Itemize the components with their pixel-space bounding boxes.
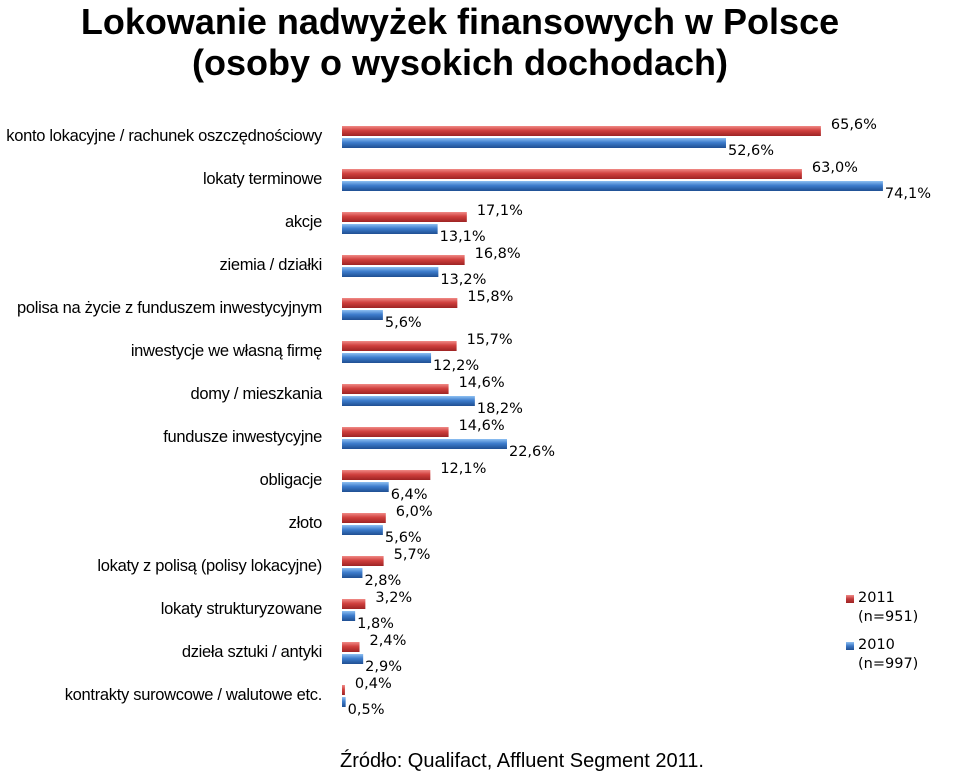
value-label-2010: 1,8% [357,616,394,632]
legend-swatch-2011 [846,595,854,603]
bar-2011 [342,169,802,179]
bar-2010 [342,654,364,664]
bar-2011 [342,126,821,136]
category-label: lokaty strukturyzowane [160,600,323,618]
value-label-2010: 6,4% [391,487,428,503]
category-label: lokaty z polisą (polisy lokacyjne) [97,557,322,575]
bar-2010 [342,181,883,191]
bar-2010 [342,224,438,234]
bar-2010 [342,439,507,449]
category-label: akcje [284,213,322,231]
chart-title-line1: Lokowanie nadwyżek finansowych w Polsce [80,1,840,42]
value-label-2011: 16,8% [475,246,521,262]
bar-2011 [342,470,431,480]
category-label: ziemia / działki [219,256,323,274]
bar-2010 [342,138,726,148]
bar-2010 [342,525,383,535]
value-label-2010: 13,2% [440,272,486,288]
legend-sublabel-2011: (n=951) [858,609,919,625]
value-label-2010: 5,6% [385,530,422,546]
bar-2010 [342,611,356,621]
legend-label-2011: 2011 [858,590,895,606]
source-note: Źródło: Qualifact, Affluent Segment 2011… [340,750,704,772]
bar-2010 [342,267,439,277]
value-label-2011: 2,4% [370,633,407,649]
value-label-2011: 15,7% [467,332,513,348]
legend-swatch-2010 [846,642,854,650]
value-label-2010: 2,8% [364,573,401,589]
value-label-2011: 6,0% [396,504,433,520]
value-label-2011: 0,4% [355,676,392,692]
legend-entry-2011: 2011 (n=951) [858,589,918,627]
category-label: dzieła sztuki / antyki [181,643,322,661]
value-label-2010: 18,2% [477,401,523,417]
value-label-2010: 12,2% [433,358,479,374]
value-label-2010: 5,6% [385,315,422,331]
value-label-2011: 17,1% [477,203,523,219]
bar-2011 [342,642,360,652]
value-label-2010: 2,9% [365,659,402,675]
value-label-2011: 65,6% [831,117,877,133]
bar-2011 [342,513,386,523]
category-label: polisa na życie z funduszem inwestycyjny… [17,299,322,317]
bar-2011 [342,427,449,437]
bar-2011 [342,685,345,695]
value-label-2011: 63,0% [812,160,858,176]
value-label-2010: 0,5% [348,702,385,718]
category-label: inwestycje we własną firmę [130,342,322,360]
value-label-2011: 5,7% [394,547,431,563]
category-label: konto lokacyjne / rachunek oszczędnościo… [6,127,322,145]
bar-2010 [342,310,383,320]
bar-2010 [342,396,475,406]
category-label: obligacje [259,471,323,489]
bar-2011 [342,255,465,265]
value-label-2010: 52,6% [728,143,774,159]
bar-2011 [342,212,467,222]
value-label-2010: 22,6% [509,444,555,460]
category-label: kontrakty surowcowe / walutowe etc. [64,686,323,704]
value-label-2011: 12,1% [440,461,486,477]
category-label: fundusze inwestycyjne [163,428,322,446]
category-label: lokaty terminowe [203,170,322,188]
bar-2011 [342,556,384,566]
bar-2010 [342,697,346,707]
category-label: domy / mieszkania [190,385,322,403]
value-label-2010: 13,1% [440,229,486,245]
bar-2010 [342,568,363,578]
legend-sublabel-2010: (n=997) [858,656,919,672]
bar-2010 [342,353,432,363]
value-label-2011: 15,8% [467,289,513,305]
legend-label-2010: 2010 [858,637,895,653]
value-label-2010: 74,1% [885,186,931,202]
bar-2010 [342,482,389,492]
value-label-2011: 3,2% [375,590,412,606]
chart-title-line2: (osoby o wysokich dochodach) [191,42,729,83]
value-label-2011: 14,6% [459,375,505,391]
legend-entry-2010: 2010 (n=997) [858,636,918,674]
bar-2011 [342,384,449,394]
bar-2011 [342,341,457,351]
bar-2011 [342,599,366,609]
value-label-2011: 14,6% [459,418,505,434]
bar-2011 [342,298,458,308]
category-label: złoto [288,514,323,532]
